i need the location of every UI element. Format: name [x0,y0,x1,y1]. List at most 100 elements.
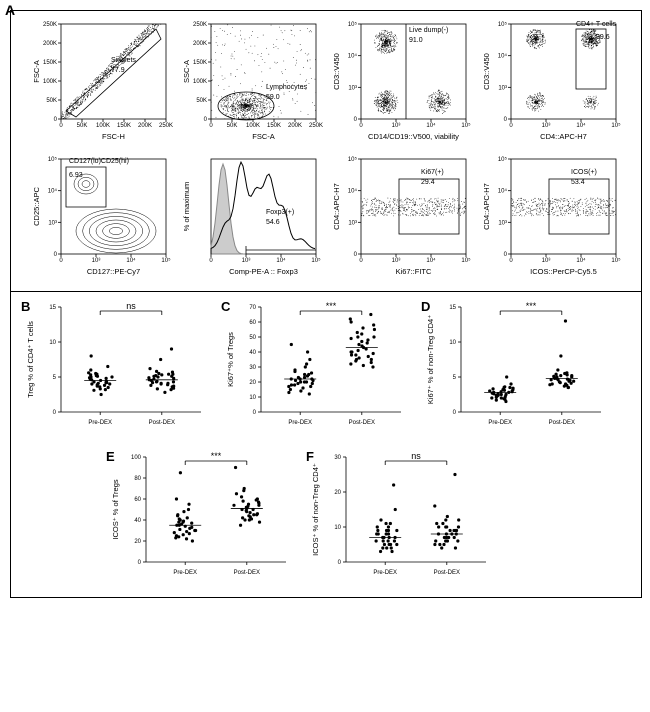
facs-plot: Singlets77.9050K100K150K200K250K050K100K… [31,16,176,146]
svg-text:50K: 50K [46,98,57,104]
svg-text:10⁵: 10⁵ [348,21,358,28]
svg-text:10³: 10³ [48,220,57,226]
svg-text:CD127(lo)CD25(hi): CD127(lo)CD25(hi) [69,158,129,165]
svg-text:0: 0 [54,252,58,258]
svg-text:FSC-A: FSC-A [252,132,275,141]
svg-text:150K: 150K [117,123,131,129]
svg-text:Pre-DEX: Pre-DEX [88,420,112,426]
svg-text:10⁵: 10⁵ [611,257,621,264]
svg-text:10³: 10³ [392,258,401,264]
svg-text:CD4::APC-H7: CD4::APC-H7 [482,183,491,230]
svg-text:Post-DEX: Post-DEX [149,420,175,426]
stat-plot: 010203040506070Pre-DEXPost-DEX***Ki67⁺% … [216,297,411,442]
svg-text:0: 0 [509,123,513,129]
svg-text:10⁵: 10⁵ [498,156,508,163]
panel-a-row2: CD127(lo)CD25(hi) 6.93 0 10³ 10⁴ 10⁵ 0 10³ 10⁴ 10… [16,151,636,281]
svg-text:CD3::V450: CD3::V450 [332,53,341,90]
svg-text:10³: 10³ [92,258,101,264]
panel-a-row1: Singlets77.9050K100K150K200K250K050K100K… [16,16,636,146]
svg-text:50K: 50K [77,123,88,129]
stat-panels: 051015Pre-DEXPost-DEXnsTreg % of CD4⁺ T … [11,292,641,597]
svg-text:ICOS(+): ICOS(+) [571,169,597,176]
panel-a-label: A [5,2,15,18]
facs-plot: CD127(lo)CD25(hi) 6.93 0 10³ 10⁴ 10⁵ 0 10³ 10⁴ 10… [31,151,176,281]
svg-text:10⁵: 10⁵ [348,156,358,163]
svg-text:0: 0 [359,123,363,129]
svg-text:10⁴: 10⁴ [498,188,508,195]
svg-text:10⁴: 10⁴ [348,53,358,60]
svg-text:0: 0 [59,258,63,264]
svg-text:10⁴: 10⁴ [48,188,58,195]
svg-text:150K: 150K [267,123,281,129]
svg-text:CD4::APC-H7: CD4::APC-H7 [540,132,587,141]
svg-text:250K: 250K [159,123,173,129]
facs-plot: ICOS(+)53.4010³10⁴10⁵010³10⁴10⁵ICOS::Per… [481,151,626,281]
svg-text:0: 0 [59,123,63,129]
svg-text:200K: 200K [288,123,302,129]
svg-text:5: 5 [53,375,57,381]
svg-text:Foxp3(+): Foxp3(+) [266,209,294,216]
svg-text:CD25::APC: CD25::APC [32,187,41,226]
svg-text:Lymphocytes: Lymphocytes [266,84,307,91]
svg-text:59.0: 59.0 [266,94,280,101]
stat-plot: 051015Pre-DEXPost-DEX***Ki67⁺ % of non-T… [416,297,611,442]
svg-text:0: 0 [204,117,208,123]
svg-text:10³: 10³ [542,258,551,264]
svg-text:10⁵: 10⁵ [161,257,171,264]
svg-text:10: 10 [49,340,56,346]
svg-text:10⁴: 10⁴ [126,257,136,264]
figure-container: A Singlets77.9050K100K150K200K250K050K10… [10,10,642,598]
svg-text:91.0: 91.0 [409,37,423,44]
svg-text:10⁴: 10⁴ [426,257,436,264]
stat-plot: 0102030Pre-DEXPost-DEXnsICOS⁺ % of non-T… [301,447,496,592]
svg-text:10⁴: 10⁴ [576,257,586,264]
svg-text:10⁵: 10⁵ [48,156,58,163]
svg-text:50K: 50K [227,123,238,129]
svg-text:0: 0 [509,258,513,264]
svg-text:10⁵: 10⁵ [311,257,321,264]
svg-text:100K: 100K [246,123,260,129]
svg-text:15: 15 [49,305,56,311]
svg-text:10³: 10³ [242,258,251,264]
svg-text:54.6: 54.6 [266,219,280,226]
svg-text:200K: 200K [43,41,57,47]
panel-a: A Singlets77.9050K100K150K200K250K050K10… [11,11,641,292]
svg-text:53.4: 53.4 [571,179,585,186]
facs-plot: Live dump(-)91.0010³10⁴10⁵010³10⁴10⁵CD14… [331,16,476,146]
svg-text:6.93: 6.93 [69,172,83,179]
svg-text:10⁴: 10⁴ [348,188,358,195]
svg-text:CD127::PE-Cy7: CD127::PE-Cy7 [87,267,140,276]
svg-text:ICOS::PerCP-Cy5.5: ICOS::PerCP-Cy5.5 [530,267,597,276]
svg-text:50K: 50K [196,98,207,104]
svg-text:Live dump(-): Live dump(-) [409,27,448,34]
svg-text:29.4: 29.4 [421,179,435,186]
svg-text:CD4+ T cells: CD4+ T cells [576,21,617,28]
facs-plot: Lymphocytes59.0050K100K150K200K250K050K1… [181,16,326,146]
svg-text:10⁴: 10⁴ [576,122,586,129]
stat-plot: 051015Pre-DEXPost-DEXnsTreg % of CD4⁺ T … [16,297,211,442]
svg-text:0: 0 [504,252,508,258]
svg-text:0: 0 [209,123,213,129]
svg-text:10⁵: 10⁵ [461,122,471,129]
stat-plot: 020406080100Pre-DEXPost-DEX***ICOS⁺ % of… [101,447,296,592]
svg-text:FSC-A: FSC-A [32,60,41,83]
svg-text:0: 0 [354,252,358,258]
svg-text:0: 0 [354,117,358,123]
svg-text:10⁴: 10⁴ [498,53,508,60]
svg-text:150K: 150K [43,60,57,66]
svg-text:150K: 150K [193,60,207,66]
svg-text:0: 0 [359,258,363,264]
svg-text:10⁵: 10⁵ [611,122,621,129]
svg-text:0: 0 [53,410,57,416]
svg-text:0: 0 [209,258,213,264]
svg-text:250K: 250K [43,22,57,28]
svg-text:CD3::V450: CD3::V450 [482,53,491,90]
facs-plot: Foxp3(+)54.6010³10⁴10⁵Comp-PE-A :: Foxp3… [181,151,326,281]
svg-text:200K: 200K [193,41,207,47]
svg-text:0: 0 [54,117,58,123]
svg-text:10³: 10³ [498,220,507,226]
svg-text:100K: 100K [96,123,110,129]
svg-text:10⁵: 10⁵ [498,21,508,28]
svg-text:% of maximum: % of maximum [182,182,191,232]
svg-text:10⁴: 10⁴ [276,257,286,264]
